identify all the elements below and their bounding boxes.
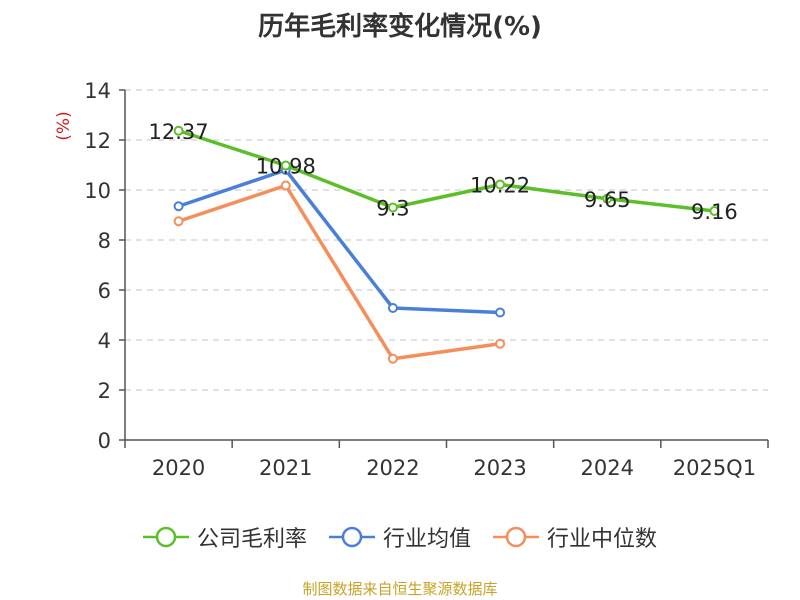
x-tick-label: 2022 bbox=[366, 456, 419, 480]
data-point bbox=[495, 338, 506, 349]
series-lines bbox=[173, 125, 720, 364]
chart-title: 历年毛利率变化情况(%) bbox=[258, 12, 542, 42]
y-tick-label: 12 bbox=[84, 129, 111, 153]
data-labels: 12.37 10.98 9.3 10.22 9.65 9.16 bbox=[149, 120, 738, 224]
data-point bbox=[173, 201, 184, 212]
data-point bbox=[709, 206, 720, 216]
legend-swatch-icon bbox=[328, 526, 375, 548]
legend-marker bbox=[505, 526, 527, 548]
x-tick-label: 2025Q1 bbox=[673, 456, 756, 480]
y-tick-label: 14 bbox=[84, 79, 111, 103]
legend: 公司毛利率 行业均值 行业中位数 bbox=[0, 520, 800, 554]
data-label: 9.3 bbox=[376, 197, 409, 221]
legend-item: 行业中位数 bbox=[493, 521, 657, 553]
y-tick-label: 6 bbox=[98, 279, 111, 303]
data-label: 9.65 bbox=[584, 188, 631, 212]
data-label: 12.37 bbox=[149, 120, 209, 144]
data-point bbox=[387, 202, 398, 213]
legend-label: 公司毛利率 bbox=[196, 527, 307, 552]
data-label: 10.98 bbox=[256, 155, 316, 179]
legend-swatch-icon bbox=[142, 526, 189, 548]
x-tick-label: 2023 bbox=[473, 456, 526, 480]
legend-marker bbox=[341, 526, 363, 548]
data-point bbox=[280, 180, 291, 191]
data-point bbox=[495, 179, 506, 190]
data-point bbox=[173, 216, 184, 227]
legend-label: 行业均值 bbox=[382, 527, 471, 552]
data-point bbox=[280, 160, 291, 171]
axes: 0 2 4 6 8 10 12 14 (%) 2020 2021 2022 2023 2024 2025Q1 bbox=[54, 79, 769, 480]
series-line bbox=[178, 129, 715, 213]
y-tick-label: 2 bbox=[98, 379, 111, 403]
data-point bbox=[387, 353, 398, 364]
grid-lines bbox=[125, 89, 768, 391]
y-tick-label: 0 bbox=[98, 429, 111, 453]
source-note: 制图数据来自恒生聚源数据库 bbox=[302, 580, 498, 598]
y-tick-label: 10 bbox=[84, 179, 111, 203]
y-tick-label: 8 bbox=[98, 229, 111, 253]
legend-swatch-icon bbox=[493, 526, 539, 548]
data-point bbox=[602, 193, 613, 204]
x-tick-label: 2021 bbox=[259, 456, 312, 480]
y-tick-label: 4 bbox=[98, 329, 111, 353]
data-point bbox=[387, 303, 398, 313]
y-axis-label: (%) bbox=[54, 111, 74, 140]
x-tick-label: 2020 bbox=[152, 456, 205, 480]
data-point bbox=[495, 307, 506, 318]
data-label: 10.22 bbox=[470, 174, 530, 198]
series-line bbox=[178, 183, 501, 361]
legend-marker bbox=[155, 526, 177, 548]
legend-item: 行业均值 bbox=[328, 521, 471, 553]
legend-item: 公司毛利率 bbox=[142, 521, 307, 553]
x-tick-label: 2024 bbox=[581, 456, 634, 480]
data-label: 9.16 bbox=[691, 200, 738, 224]
series-line bbox=[178, 168, 501, 315]
data-point bbox=[173, 125, 184, 136]
legend-label: 行业中位数 bbox=[547, 527, 658, 552]
